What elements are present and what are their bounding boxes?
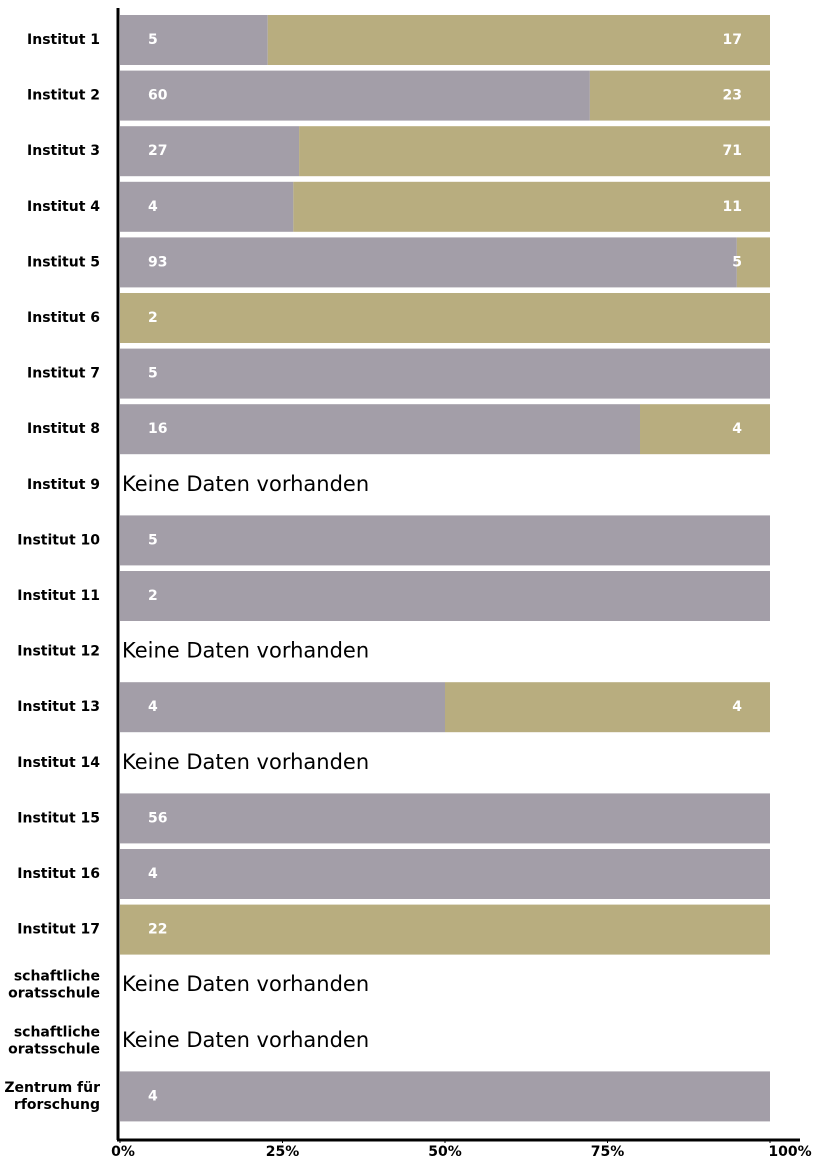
category-label: Institut 17 xyxy=(17,922,100,938)
value-label: 22 xyxy=(148,922,167,938)
value-label: 5 xyxy=(732,254,742,270)
category-label: rforschung xyxy=(14,1097,100,1113)
bar-segment xyxy=(299,126,770,177)
value-label: 23 xyxy=(723,88,742,104)
x-tick-label: 25% xyxy=(266,1144,300,1160)
category-label: oratsschule xyxy=(8,986,100,1002)
bar-segment xyxy=(293,181,770,232)
bar-segment xyxy=(445,682,770,733)
bar-segment xyxy=(120,181,294,232)
value-label: 5 xyxy=(148,32,158,48)
category-label: Institut 8 xyxy=(27,421,100,437)
bar-segment xyxy=(120,404,640,455)
category-label: Institut 16 xyxy=(17,866,100,882)
category-label: Institut 10 xyxy=(17,532,100,548)
no-data-label: Keine Daten vorhanden xyxy=(122,750,369,774)
bar-segment xyxy=(120,1071,770,1122)
bar-segment xyxy=(120,237,737,288)
no-data-label: Keine Daten vorhanden xyxy=(122,972,369,996)
no-data-label: Keine Daten vorhanden xyxy=(122,472,369,496)
category-label: Institut 7 xyxy=(27,366,100,382)
bar-segment xyxy=(120,293,770,343)
bar-segment xyxy=(120,70,590,121)
value-label: 56 xyxy=(148,810,167,826)
bar-segment xyxy=(267,15,770,65)
value-label: 71 xyxy=(723,143,742,159)
value-label: 27 xyxy=(148,143,167,159)
bar-segment xyxy=(589,70,770,121)
value-label: 4 xyxy=(148,1088,158,1104)
x-tick-label: 75% xyxy=(591,1144,625,1160)
value-label: 17 xyxy=(723,32,742,48)
category-label: Institut 14 xyxy=(17,755,100,771)
x-tick-label: 0% xyxy=(111,1144,135,1160)
category-label: Institut 12 xyxy=(17,644,100,660)
value-label: 4 xyxy=(732,699,742,715)
value-label: 4 xyxy=(148,199,158,215)
value-label: 2 xyxy=(148,588,158,604)
bar-segment xyxy=(120,682,445,733)
value-label: 5 xyxy=(148,532,158,548)
category-label: Institut 9 xyxy=(27,477,100,493)
bar-segment xyxy=(640,404,770,455)
bar-segment xyxy=(120,793,770,844)
value-label: 5 xyxy=(148,366,158,382)
bar-segment xyxy=(120,515,770,566)
value-label: 4 xyxy=(148,699,158,715)
no-data-label: Keine Daten vorhanden xyxy=(122,639,369,663)
value-label: 2 xyxy=(148,310,158,326)
category-label: Institut 3 xyxy=(27,143,100,159)
category-label: schaftliche xyxy=(14,1024,100,1040)
category-label: Institut 6 xyxy=(27,310,100,326)
value-label: 4 xyxy=(732,421,742,437)
category-label: Institut 2 xyxy=(27,88,100,104)
category-label: Institut 13 xyxy=(17,699,100,715)
x-tick-label: 50% xyxy=(428,1144,462,1160)
value-label: 4 xyxy=(148,866,158,882)
category-label: oratsschule xyxy=(8,1041,100,1057)
value-label: 93 xyxy=(148,254,167,270)
value-label: 60 xyxy=(148,88,168,104)
bar-segment xyxy=(120,904,770,955)
category-label: Institut 4 xyxy=(27,199,100,215)
x-tick-label: 100% xyxy=(768,1144,811,1160)
category-label: Zentrum für xyxy=(4,1080,100,1096)
category-label: Institut 11 xyxy=(17,588,100,604)
category-label: Institut 5 xyxy=(27,254,100,270)
no-data-label: Keine Daten vorhanden xyxy=(122,1028,369,1052)
bar-segment xyxy=(120,849,770,899)
category-label: schaftliche xyxy=(14,969,100,985)
value-label: 11 xyxy=(723,199,742,215)
bar-segment xyxy=(736,237,770,288)
value-label: 16 xyxy=(148,421,167,437)
bar-segment xyxy=(120,15,268,65)
bar-segment xyxy=(120,571,770,621)
bar-segment xyxy=(120,348,770,399)
category-label: Institut 15 xyxy=(17,810,100,826)
category-label: Institut 1 xyxy=(27,32,100,48)
bar-segment xyxy=(120,126,300,177)
